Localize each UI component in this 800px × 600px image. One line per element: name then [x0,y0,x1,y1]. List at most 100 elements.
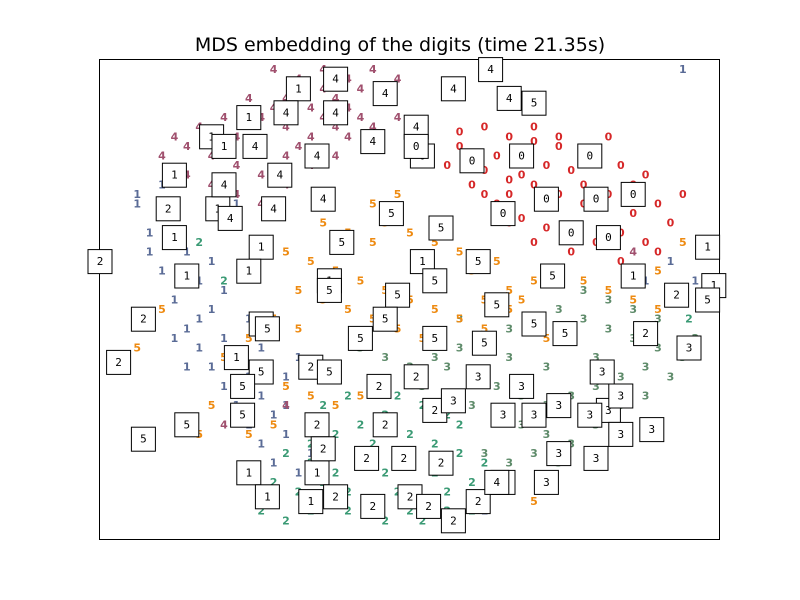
thumbnail-digit-1: 1 [248,234,274,260]
thumbnail-glyph: 1 [307,495,314,508]
thumbnail-digit-3: 3 [490,402,516,428]
thumbnail-glyph: 3 [617,390,624,403]
point-digit-4: 4 [171,130,179,143]
thumbnail-frame [161,225,187,251]
point-digit-3: 3 [592,351,600,364]
thumbnail-digit-1: 1 [695,234,721,260]
point-digit-2: 2 [468,476,476,489]
thumbnail-digit-0: 0 [459,148,485,174]
point-digit-5: 5 [270,418,278,431]
point-digit-3: 3 [443,361,451,374]
point-digit-2: 2 [332,466,340,479]
point-digit-0: 0 [617,226,625,239]
thumbnail-digit-1: 1 [223,345,249,371]
point-digit-2: 2 [685,313,693,326]
thumbnail-glyph: 1 [419,255,426,268]
thumbnail-frame [304,412,330,438]
thumbnail-frame [664,282,690,308]
thumbnail-digit-4: 4 [304,143,330,169]
thumbnail-digit-3: 3 [583,445,609,471]
thumbnail-digit-0: 0 [583,186,609,212]
thumbnail-glyph: 0 [593,193,600,206]
thumbnail-glyph: 4 [221,178,228,191]
thumbnail-digit-5: 5 [254,316,280,342]
thumbnail-digit-3: 3 [608,421,634,447]
point-digit-1: 1 [183,246,191,259]
point-digit-4: 4 [282,150,290,163]
point-digit-1: 1 [295,466,303,479]
thumbnail-digit-3: 3 [533,469,559,495]
thumbnail-digit-4: 4 [323,66,349,92]
thumbnail-glyph: 5 [431,274,438,287]
thumbnail-digit-1: 1 [285,76,311,102]
point-digit-5: 5 [332,399,340,412]
thumbnail-digit-5: 5 [385,282,411,308]
point-digit-5: 5 [654,265,662,278]
thumbnail-digit-5: 5 [130,426,156,452]
point-digit-3: 3 [543,428,551,441]
thumbnail-frame [310,186,336,212]
point-digit-5: 5 [282,246,290,259]
thumbnail-digit-5: 5 [521,311,547,337]
thumbnail-digit-3: 3 [465,364,491,390]
thumbnail-digit-1: 1 [161,225,187,251]
thumbnail-frame [490,201,516,227]
point-digit-0: 0 [567,246,575,259]
thumbnail-glyph: 0 [543,193,550,206]
thumbnail-frame [130,426,156,452]
thumbnail-glyph: 3 [531,409,538,422]
thumbnail-glyph: 3 [475,370,482,383]
thumbnail-frame [620,263,646,289]
point-digit-4: 4 [394,73,402,86]
thumbnail-glyph: 4 [276,169,283,182]
point-digit-3: 3 [642,361,650,374]
point-digit-1: 1 [195,342,203,355]
point-digit-0: 0 [530,135,538,148]
point-digit-5: 5 [295,284,303,297]
thumbnail-glyph: 5 [264,322,271,335]
thumbnail-digit-4: 4 [261,196,287,222]
thumbnail-glyph: 4 [487,63,494,76]
thumbnail-frame [130,306,156,332]
thumbnail-frame [471,330,497,356]
thumbnail-digit-0: 0 [403,133,429,159]
thumbnail-frame [521,311,547,337]
point-digit-0: 0 [505,174,513,187]
point-digit-4: 4 [282,399,290,412]
thumbnail-frame [366,373,392,399]
thumbnail-frame [285,76,311,102]
thumbnail-glyph: 3 [593,452,600,465]
thumbnail-glyph: 3 [518,380,525,393]
thumbnail-glyph: 5 [338,236,345,249]
point-digit-5: 5 [456,246,464,259]
thumbnail-glyph: 3 [555,399,562,412]
thumbnail-frame [608,421,634,447]
point-digit-0: 0 [530,121,538,134]
point-digit-0: 0 [443,159,451,172]
point-digit-4: 4 [257,169,265,182]
point-digit-2: 2 [332,428,340,441]
thumbnail-digit-2: 2 [304,412,330,438]
point-digit-2: 2 [456,447,464,460]
thumbnail-digit-3: 3 [509,373,535,399]
thumbnail-digit-2: 2 [354,445,380,471]
thumbnail-glyph: 1 [221,140,228,153]
point-digit-1: 1 [208,361,216,374]
thumbnail-digit-4: 4 [211,172,237,198]
thumbnail-frame [372,81,398,107]
thumbnail-digit-5: 5 [372,306,398,332]
thumbnail-glyph: 3 [605,404,612,417]
point-digit-0: 0 [530,236,538,249]
thumbnail-digit-2: 2 [391,445,417,471]
point-digit-2: 2 [381,466,389,479]
thumbnail-frame [416,493,442,519]
thumbnail-glyph: 3 [543,476,550,489]
thumbnail-frame [465,364,491,390]
point-digit-5: 5 [679,236,687,249]
thumbnail-frame [236,258,262,284]
thumbnail-glyph: 5 [438,222,445,235]
thumbnail-frame [323,66,349,92]
thumbnail-frame [540,263,566,289]
chart-title: MDS embedding of the digits (time 21.35s… [194,34,606,56]
point-digit-0: 0 [518,169,526,182]
